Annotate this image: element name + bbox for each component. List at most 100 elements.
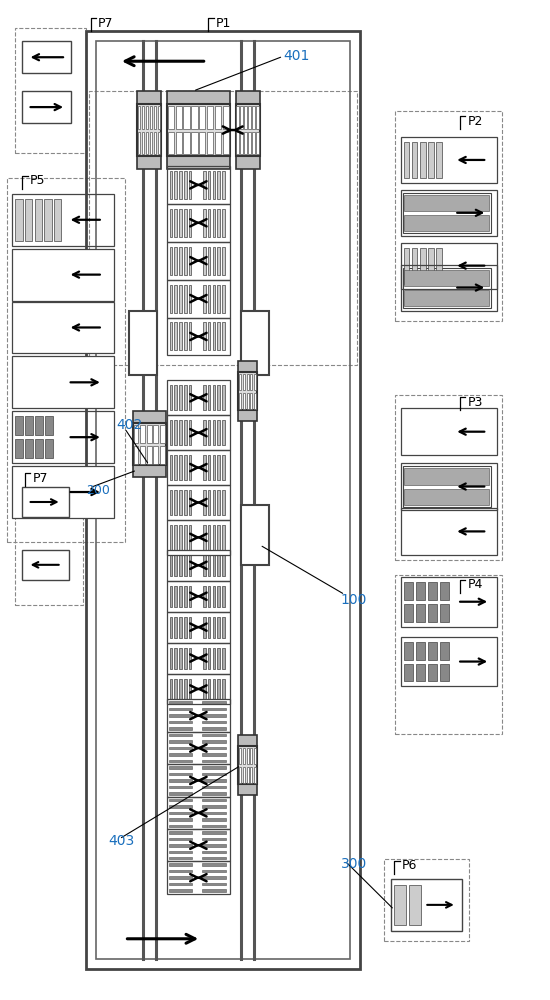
Bar <box>174 385 177 410</box>
Bar <box>46 439 53 458</box>
Bar <box>246 393 249 409</box>
Bar <box>189 648 191 669</box>
Bar <box>168 721 192 723</box>
Bar <box>222 679 225 699</box>
Bar <box>184 586 186 607</box>
Text: 100: 100 <box>340 593 367 607</box>
Bar <box>54 199 62 241</box>
Bar <box>142 106 144 129</box>
Bar <box>439 582 449 600</box>
Bar <box>420 248 426 284</box>
Bar <box>217 322 220 350</box>
Bar <box>134 425 139 443</box>
Bar <box>184 455 186 480</box>
Bar <box>133 411 166 423</box>
Bar <box>235 104 260 156</box>
Bar <box>174 285 177 313</box>
Bar <box>174 420 177 445</box>
Bar <box>179 420 182 445</box>
Bar <box>184 648 186 669</box>
Bar <box>222 648 225 669</box>
Bar <box>404 664 414 681</box>
Bar <box>146 132 148 154</box>
Bar <box>213 455 215 480</box>
Bar <box>254 374 256 390</box>
Bar <box>202 701 226 704</box>
Bar <box>167 550 230 581</box>
Bar <box>246 374 249 390</box>
Bar <box>208 322 211 350</box>
Bar <box>22 91 72 123</box>
Bar <box>22 487 69 517</box>
Bar <box>420 142 426 178</box>
Bar <box>169 490 172 515</box>
Bar <box>239 374 241 390</box>
Bar <box>401 463 497 510</box>
Bar <box>168 708 192 710</box>
Text: 200: 200 <box>86 484 110 497</box>
Bar <box>208 285 211 313</box>
Bar <box>202 838 226 840</box>
Bar <box>401 408 497 455</box>
Bar <box>427 604 437 622</box>
Bar <box>202 786 226 788</box>
Bar <box>168 779 192 782</box>
Bar <box>167 699 230 732</box>
Bar <box>167 674 230 704</box>
Bar <box>202 740 226 743</box>
Bar <box>12 302 113 353</box>
Bar <box>213 648 215 669</box>
Bar <box>217 209 220 237</box>
Bar <box>222 490 225 515</box>
Bar <box>140 446 145 464</box>
Text: P3: P3 <box>468 396 483 409</box>
Bar <box>202 753 226 756</box>
Bar <box>236 132 239 154</box>
Bar <box>439 664 449 681</box>
Bar <box>203 247 206 275</box>
Bar <box>203 679 206 699</box>
Text: P2: P2 <box>468 115 483 128</box>
Bar <box>167 104 230 156</box>
Bar <box>169 525 172 550</box>
Bar <box>179 322 182 350</box>
Bar <box>222 247 225 275</box>
Bar <box>202 773 226 775</box>
Bar <box>254 767 256 783</box>
Bar <box>394 885 406 925</box>
Text: P6: P6 <box>402 859 417 872</box>
Bar <box>169 555 172 576</box>
Bar <box>168 831 192 834</box>
Bar <box>168 714 192 717</box>
Bar <box>189 209 191 237</box>
Bar <box>416 582 425 600</box>
Bar <box>174 648 177 669</box>
Bar <box>25 199 32 241</box>
Bar <box>222 209 225 237</box>
Bar <box>169 420 172 445</box>
Bar <box>160 425 165 443</box>
Bar <box>174 555 177 576</box>
Bar <box>179 490 182 515</box>
Bar <box>179 617 182 638</box>
Bar <box>208 171 211 199</box>
Bar <box>243 374 245 390</box>
Bar <box>168 727 192 730</box>
Bar <box>7 178 124 542</box>
Bar <box>189 285 191 313</box>
Bar <box>12 249 113 301</box>
Bar <box>167 764 230 797</box>
Text: 401: 401 <box>283 49 310 63</box>
Bar <box>169 322 172 350</box>
Bar <box>401 137 497 183</box>
Bar <box>167 204 230 242</box>
Bar <box>222 420 225 445</box>
Bar <box>427 642 437 660</box>
Text: 403: 403 <box>108 834 134 848</box>
Bar <box>217 586 220 607</box>
Text: P7: P7 <box>32 472 48 485</box>
Bar <box>252 132 255 154</box>
Bar <box>154 106 156 129</box>
Bar <box>208 420 211 445</box>
Text: 300: 300 <box>340 857 367 871</box>
